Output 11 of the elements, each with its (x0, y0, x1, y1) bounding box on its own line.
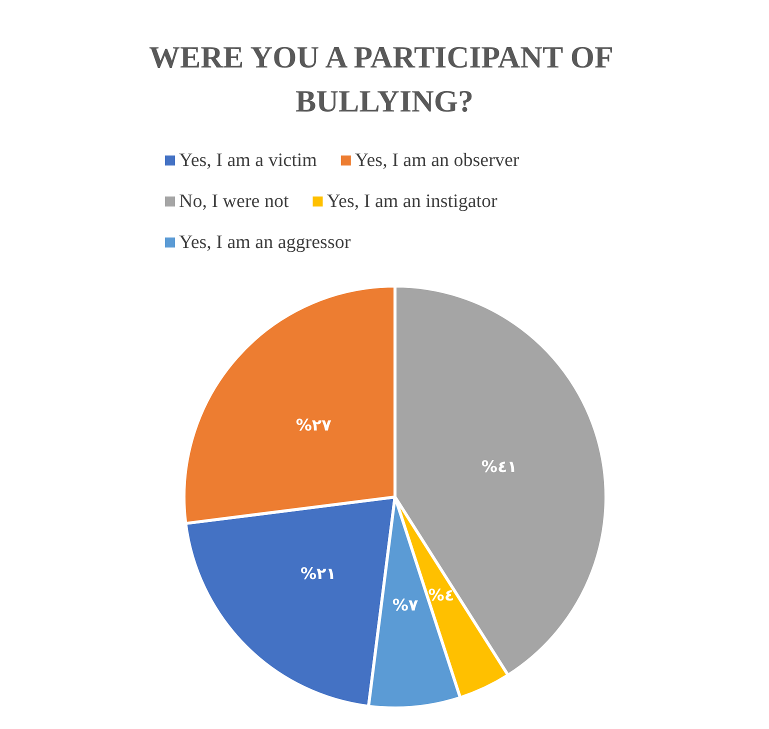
legend-label: No, I were not (179, 191, 290, 212)
data-label: %٧ (392, 596, 418, 615)
chart-title: WERE YOU A PARTICIPANT OF BULLYING? (148, 40, 620, 118)
data-label: %٢١ (300, 564, 336, 584)
legend-label: Yes, I am an aggressor (179, 232, 352, 253)
data-label: %٢٧ (296, 416, 332, 435)
data-label: %٤١ (481, 457, 517, 476)
legend-label: Yes, I am a victim (179, 150, 318, 171)
legend-label: Yes, I am an instigator (326, 191, 498, 212)
data-label: %٤ (428, 586, 454, 605)
legend-label: Yes, I am an observer (354, 150, 520, 171)
